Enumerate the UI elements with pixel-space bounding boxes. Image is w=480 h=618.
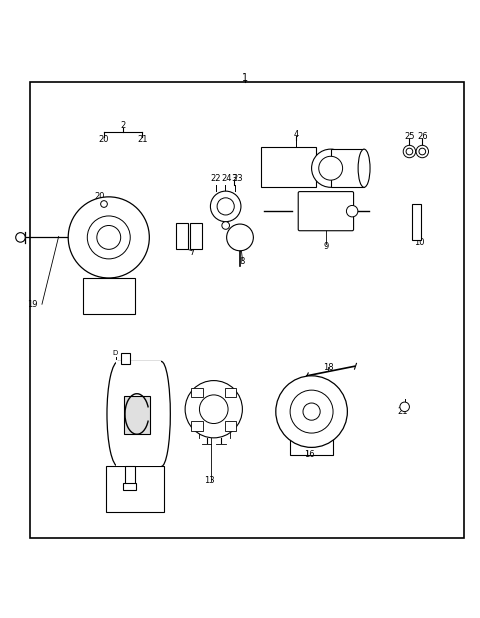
Circle shape: [303, 403, 320, 420]
Bar: [191, 387, 203, 397]
Circle shape: [416, 145, 429, 158]
Text: 11: 11: [122, 462, 133, 471]
Text: 8: 8: [240, 256, 245, 266]
Bar: [120, 353, 130, 364]
Circle shape: [101, 201, 108, 208]
Text: D: D: [112, 350, 118, 356]
Circle shape: [312, 149, 350, 187]
Ellipse shape: [358, 149, 370, 187]
Bar: [83, 278, 135, 314]
Bar: [225, 387, 236, 397]
Text: 7: 7: [190, 248, 195, 257]
Text: 19: 19: [27, 300, 37, 309]
Bar: [225, 421, 236, 431]
Circle shape: [87, 216, 130, 259]
Circle shape: [347, 205, 358, 217]
Circle shape: [185, 381, 242, 438]
Text: 24: 24: [221, 174, 231, 183]
Text: 10: 10: [414, 238, 424, 247]
Circle shape: [406, 148, 413, 155]
Circle shape: [199, 395, 228, 423]
Text: 4: 4: [293, 130, 299, 139]
Text: 9: 9: [323, 242, 328, 252]
Bar: [107, 467, 164, 512]
Circle shape: [276, 376, 348, 447]
Bar: [262, 146, 316, 187]
Text: 3: 3: [231, 174, 237, 183]
Text: 18: 18: [323, 363, 334, 371]
Text: 23: 23: [233, 174, 243, 183]
Bar: [124, 396, 150, 434]
Ellipse shape: [152, 362, 170, 467]
Text: 2: 2: [120, 121, 126, 130]
Bar: [331, 149, 364, 187]
Text: 25: 25: [404, 132, 415, 141]
Bar: [123, 483, 136, 490]
Text: 20: 20: [99, 135, 109, 144]
Circle shape: [97, 226, 120, 249]
Text: 15: 15: [194, 417, 204, 426]
Circle shape: [400, 402, 409, 412]
Bar: [116, 362, 161, 467]
Text: 21: 21: [137, 135, 147, 144]
Bar: [316, 193, 336, 229]
Text: 1: 1: [242, 72, 248, 83]
Circle shape: [217, 198, 234, 215]
Bar: [191, 421, 203, 431]
Text: 12: 12: [132, 405, 143, 413]
Circle shape: [227, 224, 253, 251]
Text: 14: 14: [224, 417, 235, 426]
Circle shape: [290, 390, 333, 433]
Circle shape: [319, 156, 343, 180]
Ellipse shape: [107, 362, 130, 467]
Bar: [176, 223, 188, 249]
Text: 13: 13: [204, 476, 214, 485]
Circle shape: [222, 222, 229, 229]
Bar: [125, 465, 134, 485]
Circle shape: [68, 197, 149, 278]
Text: 16: 16: [304, 450, 314, 459]
Text: 20: 20: [94, 192, 105, 201]
Bar: [290, 412, 333, 455]
Circle shape: [210, 191, 241, 222]
Bar: [190, 223, 202, 249]
Ellipse shape: [316, 193, 336, 229]
Text: 5: 5: [101, 278, 107, 287]
Text: 26: 26: [417, 132, 428, 141]
Circle shape: [419, 148, 426, 155]
Text: 17: 17: [285, 413, 295, 422]
Circle shape: [16, 232, 25, 242]
Bar: [412, 204, 421, 240]
Text: 22: 22: [211, 174, 221, 183]
FancyBboxPatch shape: [298, 192, 354, 231]
Text: 21: 21: [397, 407, 408, 416]
Text: 6: 6: [91, 258, 96, 267]
Circle shape: [403, 145, 416, 158]
